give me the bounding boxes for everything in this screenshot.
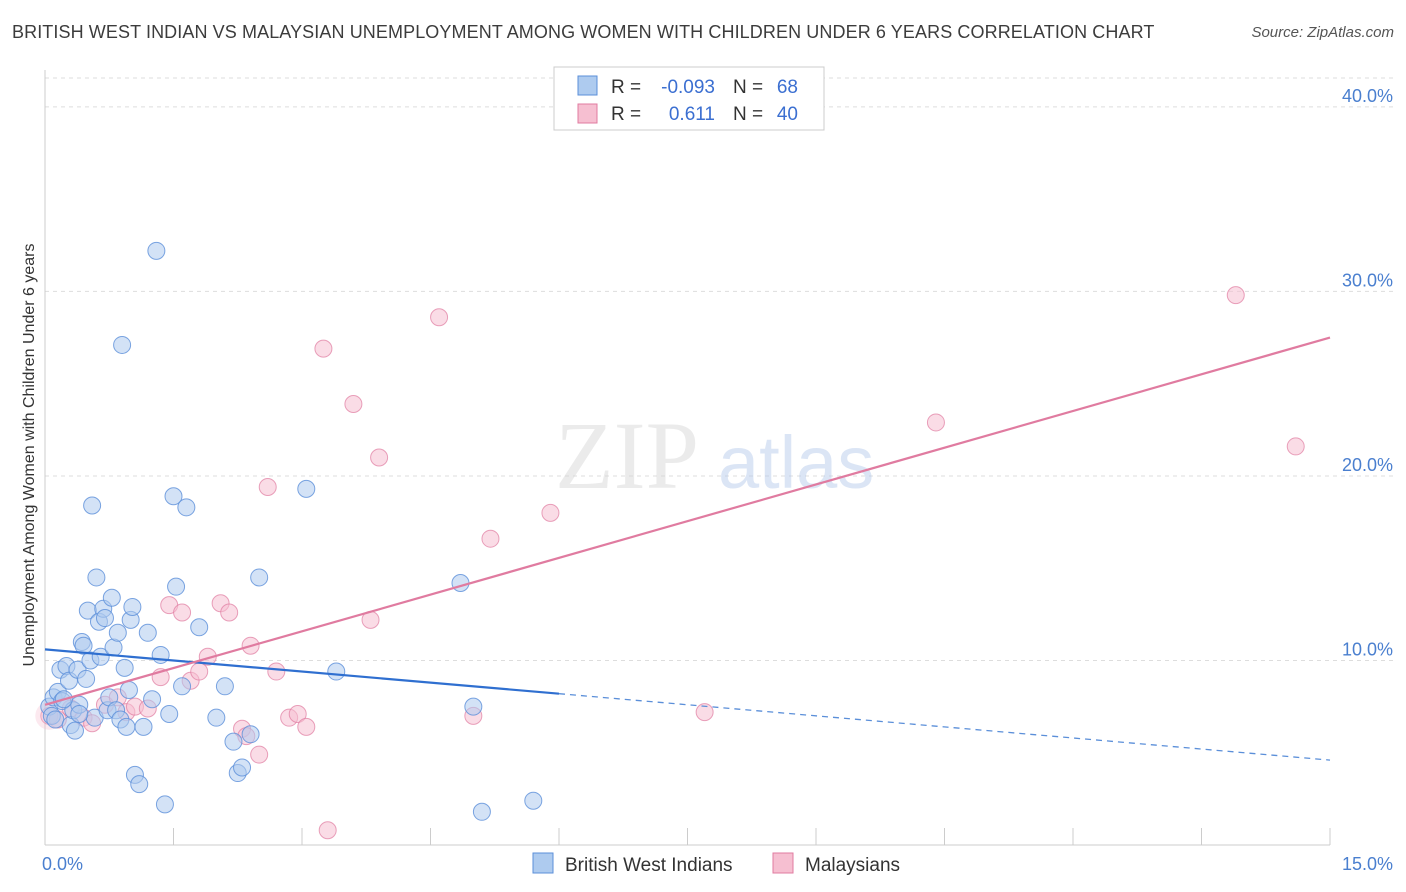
british-west-indians-point bbox=[117, 717, 136, 736]
british-west-indians-point bbox=[65, 721, 84, 740]
british-west-indians-trend-line bbox=[44, 648, 560, 695]
british-west-indians-point bbox=[207, 708, 226, 727]
british-west-indians-point bbox=[130, 775, 149, 794]
british-west-indians-point bbox=[46, 710, 65, 729]
source-label: Source: ZipAtlas.com bbox=[1251, 24, 1394, 41]
british-west-indians-point bbox=[297, 479, 316, 498]
x-ticks bbox=[44, 828, 1331, 845]
malaysians-point bbox=[190, 662, 209, 681]
british-west-indians-points bbox=[40, 241, 543, 821]
british-west-indians-point bbox=[83, 496, 102, 515]
british-west-indians-point bbox=[160, 704, 179, 723]
malaysians-trend-line bbox=[44, 336, 1331, 706]
legend-r-value-2: 0.611 bbox=[669, 104, 715, 125]
british-west-indians-point bbox=[177, 498, 196, 517]
malaysians-point bbox=[267, 662, 286, 681]
british-west-indians-point bbox=[327, 662, 346, 681]
british-west-indians-point bbox=[155, 795, 174, 814]
x-tick-label-min: 0.0% bbox=[42, 854, 83, 874]
british-west-indians-point bbox=[164, 487, 183, 506]
malaysians-point bbox=[1226, 286, 1245, 305]
malaysians-points bbox=[35, 286, 1305, 840]
legend-n-label-1: N = bbox=[733, 77, 763, 98]
correlation-legend: R = -0.093 N = 68 R = 0.611 N = 40 bbox=[553, 66, 825, 131]
malaysians-point bbox=[318, 821, 337, 840]
malaysians-point bbox=[314, 339, 333, 358]
legend-swatch-pink bbox=[577, 103, 598, 124]
y-tick-label-10: 10.0% bbox=[1342, 639, 1393, 659]
series-label-british-west-indians: British West Indians bbox=[565, 855, 733, 876]
trend-lines bbox=[44, 336, 1331, 761]
legend-n-value-2: 40 bbox=[777, 104, 798, 125]
y-tick-label-40: 40.0% bbox=[1342, 86, 1393, 106]
legend-r-label-2: R = bbox=[611, 104, 641, 125]
malaysians-point bbox=[297, 717, 316, 736]
series-swatch-malaysians bbox=[772, 852, 794, 874]
series-legend: British West Indians Malaysians bbox=[532, 852, 900, 876]
malaysians-point bbox=[926, 413, 945, 432]
british-west-indians-point bbox=[113, 335, 132, 354]
y-tick-label-20: 20.0% bbox=[1342, 455, 1393, 475]
british-west-indians-point bbox=[472, 802, 491, 821]
british-west-indians-point bbox=[77, 669, 96, 688]
watermark-atlas: atlas bbox=[718, 421, 874, 504]
y-tick-label-30: 30.0% bbox=[1342, 270, 1393, 290]
malaysians-point bbox=[220, 603, 239, 622]
british-west-indians-point bbox=[74, 636, 93, 655]
british-west-indians-point bbox=[173, 677, 192, 696]
british-west-indians-point bbox=[143, 690, 162, 709]
malaysians-point bbox=[288, 704, 307, 723]
british-west-indians-point bbox=[119, 681, 138, 699]
legend-n-value-1: 68 bbox=[777, 77, 798, 98]
british-west-indians-point bbox=[451, 573, 470, 592]
british-west-indians-point bbox=[224, 732, 243, 751]
chart-title: BRITISH WEST INDIAN VS MALAYSIAN UNEMPLO… bbox=[12, 22, 1155, 42]
malaysians-point bbox=[250, 745, 269, 764]
british-west-indians-point bbox=[108, 623, 127, 642]
legend-r-label-1: R = bbox=[611, 77, 641, 98]
british-west-indians-point bbox=[91, 647, 110, 666]
malaysians-point bbox=[481, 529, 500, 548]
watermark: ZIP atlas bbox=[555, 402, 874, 509]
british-west-indians-point bbox=[241, 725, 260, 744]
malaysians-point bbox=[541, 503, 560, 522]
british-west-indians-point bbox=[147, 241, 166, 260]
legend-swatch-blue bbox=[577, 75, 598, 96]
series-label-malaysians: Malaysians bbox=[805, 855, 900, 876]
british-west-indians-point bbox=[115, 658, 134, 677]
british-west-indians-point bbox=[524, 791, 543, 810]
series-swatch-british-west-indians bbox=[532, 852, 554, 874]
malaysians-point bbox=[695, 703, 714, 722]
british-west-indians-point bbox=[215, 677, 234, 696]
legend-box bbox=[553, 66, 825, 131]
british-west-indians-point bbox=[233, 758, 252, 777]
british-west-indians-point bbox=[138, 623, 157, 642]
british-west-indians-trend-extension bbox=[558, 693, 1331, 761]
malaysians-point bbox=[370, 448, 389, 467]
malaysians-point bbox=[344, 394, 363, 413]
legend-n-label-2: N = bbox=[733, 104, 763, 125]
british-west-indians-point bbox=[464, 697, 483, 716]
legend-r-value-1: -0.093 bbox=[661, 77, 715, 98]
british-west-indians-point bbox=[102, 588, 121, 607]
british-west-indians-point bbox=[190, 618, 209, 637]
british-west-indians-point bbox=[167, 577, 186, 596]
x-tick-label-max: 15.0% bbox=[1342, 854, 1393, 874]
british-west-indians-point bbox=[87, 568, 106, 587]
malaysians-point bbox=[173, 603, 192, 622]
y-ticks: 10.0% 20.0% 30.0% 40.0% bbox=[1342, 86, 1393, 660]
malaysians-point bbox=[1286, 437, 1305, 456]
watermark-zip: ZIP bbox=[555, 402, 699, 509]
malaysians-point bbox=[258, 478, 277, 497]
grid-lines bbox=[45, 77, 1393, 661]
british-west-indians-point bbox=[70, 704, 89, 723]
british-west-indians-point bbox=[134, 717, 153, 736]
british-west-indians-point bbox=[95, 609, 114, 628]
british-west-indians-point bbox=[250, 568, 269, 587]
malaysians-point bbox=[430, 308, 449, 327]
british-west-indians-point bbox=[123, 597, 142, 616]
